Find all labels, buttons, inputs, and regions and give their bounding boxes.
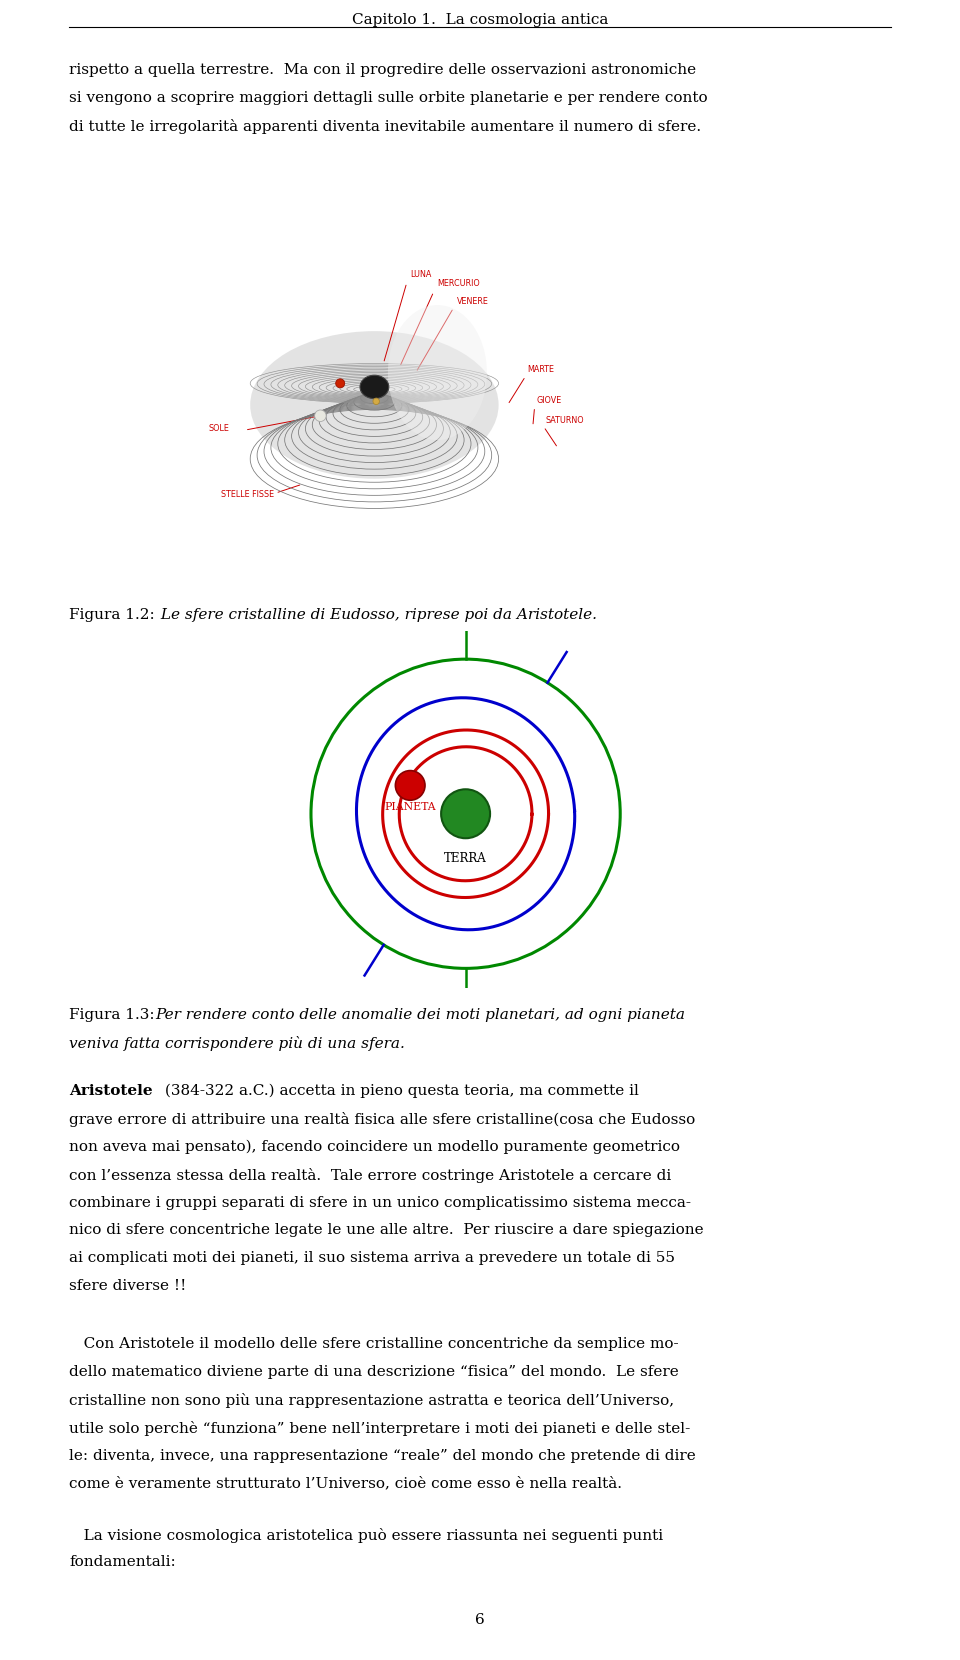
Text: VENERE: VENERE <box>457 297 489 305</box>
Text: PIANETA: PIANETA <box>384 802 436 812</box>
Text: si vengono a scoprire maggiori dettagli sulle orbite planetarie e per rendere co: si vengono a scoprire maggiori dettagli … <box>69 91 708 105</box>
Text: SATURNO: SATURNO <box>545 415 584 425</box>
Text: MERCURIO: MERCURIO <box>438 279 480 287</box>
Text: (384-322 a.C.) accetta in pieno questa teoria, ma commette il: (384-322 a.C.) accetta in pieno questa t… <box>160 1084 639 1099</box>
Text: Con Aristotele il modello delle sfere cristalline concentriche da semplice mo-: Con Aristotele il modello delle sfere cr… <box>69 1336 679 1351</box>
Text: Aristotele: Aristotele <box>69 1084 153 1097</box>
Text: di tutte le irregolarità apparenti diventa inevitabile aumentare il numero di sf: di tutte le irregolarità apparenti diven… <box>69 120 701 134</box>
Text: STELLE FISSE: STELLE FISSE <box>222 490 275 498</box>
Text: sfere diverse !!: sfere diverse !! <box>69 1280 186 1293</box>
Text: cristalline non sono più una rappresentazione astratta e teorica dell’Universo,: cristalline non sono più una rappresenta… <box>69 1393 674 1408</box>
Ellipse shape <box>360 375 389 398</box>
Circle shape <box>315 410 326 422</box>
Circle shape <box>372 398 379 405</box>
Circle shape <box>336 378 345 388</box>
Text: combinare i gruppi separati di sfere in un unico complicatissimo sistema mecca-: combinare i gruppi separati di sfere in … <box>69 1195 691 1210</box>
Text: come è veramente strutturato l’Universo, cioè come esso è nella realtà.: come è veramente strutturato l’Universo,… <box>69 1476 622 1491</box>
Text: veniva fatta corrispondere più di una sfera.: veniva fatta corrispondere più di una sf… <box>69 1036 405 1051</box>
Ellipse shape <box>251 330 498 478</box>
Text: Per rendere conto delle anomalie dei moti planetari, ad ogni pianeta: Per rendere conto delle anomalie dei mot… <box>156 1008 685 1021</box>
Text: La visione cosmologica aristotelica può essere riassunta nei seguenti punti: La visione cosmologica aristotelica può … <box>69 1527 663 1542</box>
Text: Le sfere cristalline di Eudosso, riprese poi da Aristotele.: Le sfere cristalline di Eudosso, riprese… <box>156 608 596 621</box>
Text: LUNA: LUNA <box>411 271 432 279</box>
Text: utile solo perchè “funziona” bene nell’interpretare i moti dei pianeti e delle s: utile solo perchè “funziona” bene nell’i… <box>69 1421 690 1436</box>
Text: grave errore di attribuire una realtà fisica alle sfere cristalline(cosa che Eud: grave errore di attribuire una realtà fi… <box>69 1112 695 1127</box>
Text: dello matematico diviene parte di una descrizione “fisica” del mondo.  Le sfere: dello matematico diviene parte di una de… <box>69 1365 679 1379</box>
Text: MARTE: MARTE <box>527 365 555 375</box>
Text: rispetto a quella terrestre.  Ma con il progredire delle osservazioni astronomic: rispetto a quella terrestre. Ma con il p… <box>69 63 696 76</box>
Ellipse shape <box>388 305 487 440</box>
Text: ai complicati moti dei pianeti, il suo sistema arriva a prevedere un totale di 5: ai complicati moti dei pianeti, il suo s… <box>69 1252 675 1265</box>
Text: fondamentali:: fondamentali: <box>69 1555 176 1569</box>
Text: SOLE: SOLE <box>208 423 229 433</box>
Text: le: diventa, invece, una rappresentazione “reale” del mondo che pretende di dire: le: diventa, invece, una rappresentazion… <box>69 1449 696 1462</box>
Text: 6: 6 <box>475 1614 485 1627</box>
Text: TERRA: TERRA <box>444 853 487 865</box>
Text: Capitolo 1.  La cosmologia antica: Capitolo 1. La cosmologia antica <box>351 13 609 27</box>
Circle shape <box>396 770 425 800</box>
Text: non aveva mai pensato), facendo coincidere un modello puramente geometrico: non aveva mai pensato), facendo coincide… <box>69 1140 680 1154</box>
Text: Figura 1.3:: Figura 1.3: <box>69 1008 155 1021</box>
Text: GIOVE: GIOVE <box>537 397 562 405</box>
Circle shape <box>441 788 491 838</box>
Text: con l’essenza stessa della realtà.  Tale errore costringe Aristotele a cercare d: con l’essenza stessa della realtà. Tale … <box>69 1167 671 1182</box>
Text: nico di sfere concentriche legate le une alle altre.  Per riuscire a dare spiega: nico di sfere concentriche legate le une… <box>69 1223 704 1237</box>
Text: Figura 1.2:: Figura 1.2: <box>69 608 155 621</box>
